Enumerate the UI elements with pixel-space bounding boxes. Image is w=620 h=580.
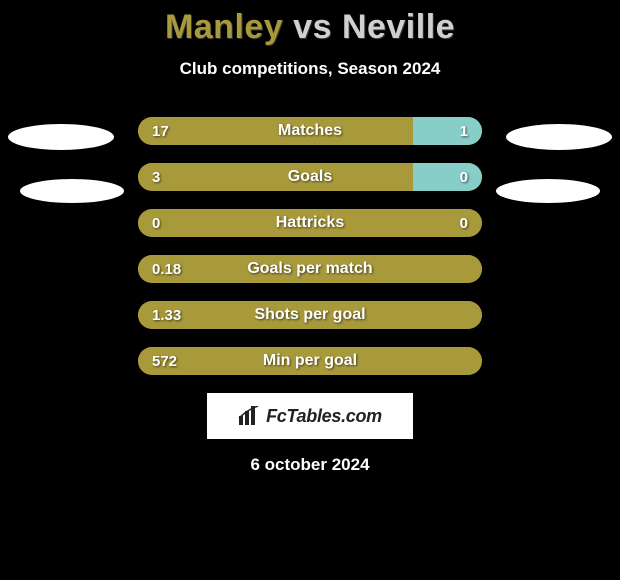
- stat-row: 572Min per goal: [138, 347, 482, 375]
- vs-text: vs: [293, 8, 332, 46]
- stat-rows: 171Matches 30Goals 00Hattricks 0.18Goals pe…: [0, 117, 620, 375]
- player2-name: Neville: [342, 8, 455, 46]
- stat-label: Matches: [138, 117, 482, 145]
- stat-label: Hattricks: [138, 209, 482, 237]
- stat-label: Goals per match: [138, 255, 482, 283]
- comparison-title: Manley vs Neville: [0, 0, 620, 47]
- stat-label: Min per goal: [138, 347, 482, 375]
- stat-row: 00Hattricks: [138, 209, 482, 237]
- stat-row: 30Goals: [138, 163, 482, 191]
- player2-photo-placeholder-top: [506, 124, 612, 150]
- player1-photo-placeholder-bottom: [20, 179, 124, 203]
- chart-icon: [238, 406, 260, 426]
- stat-label: Goals: [138, 163, 482, 191]
- player1-name: Manley: [165, 8, 283, 46]
- watermark-text: FcTables.com: [266, 406, 382, 427]
- stat-label: Shots per goal: [138, 301, 482, 329]
- date: 6 october 2024: [0, 455, 620, 475]
- stat-row: 171Matches: [138, 117, 482, 145]
- player2-photo-placeholder-bottom: [496, 179, 600, 203]
- watermark: FcTables.com: [207, 393, 413, 439]
- stat-row: 1.33Shots per goal: [138, 301, 482, 329]
- subtitle: Club competitions, Season 2024: [0, 59, 620, 79]
- stat-row: 0.18Goals per match: [138, 255, 482, 283]
- player1-photo-placeholder-top: [8, 124, 114, 150]
